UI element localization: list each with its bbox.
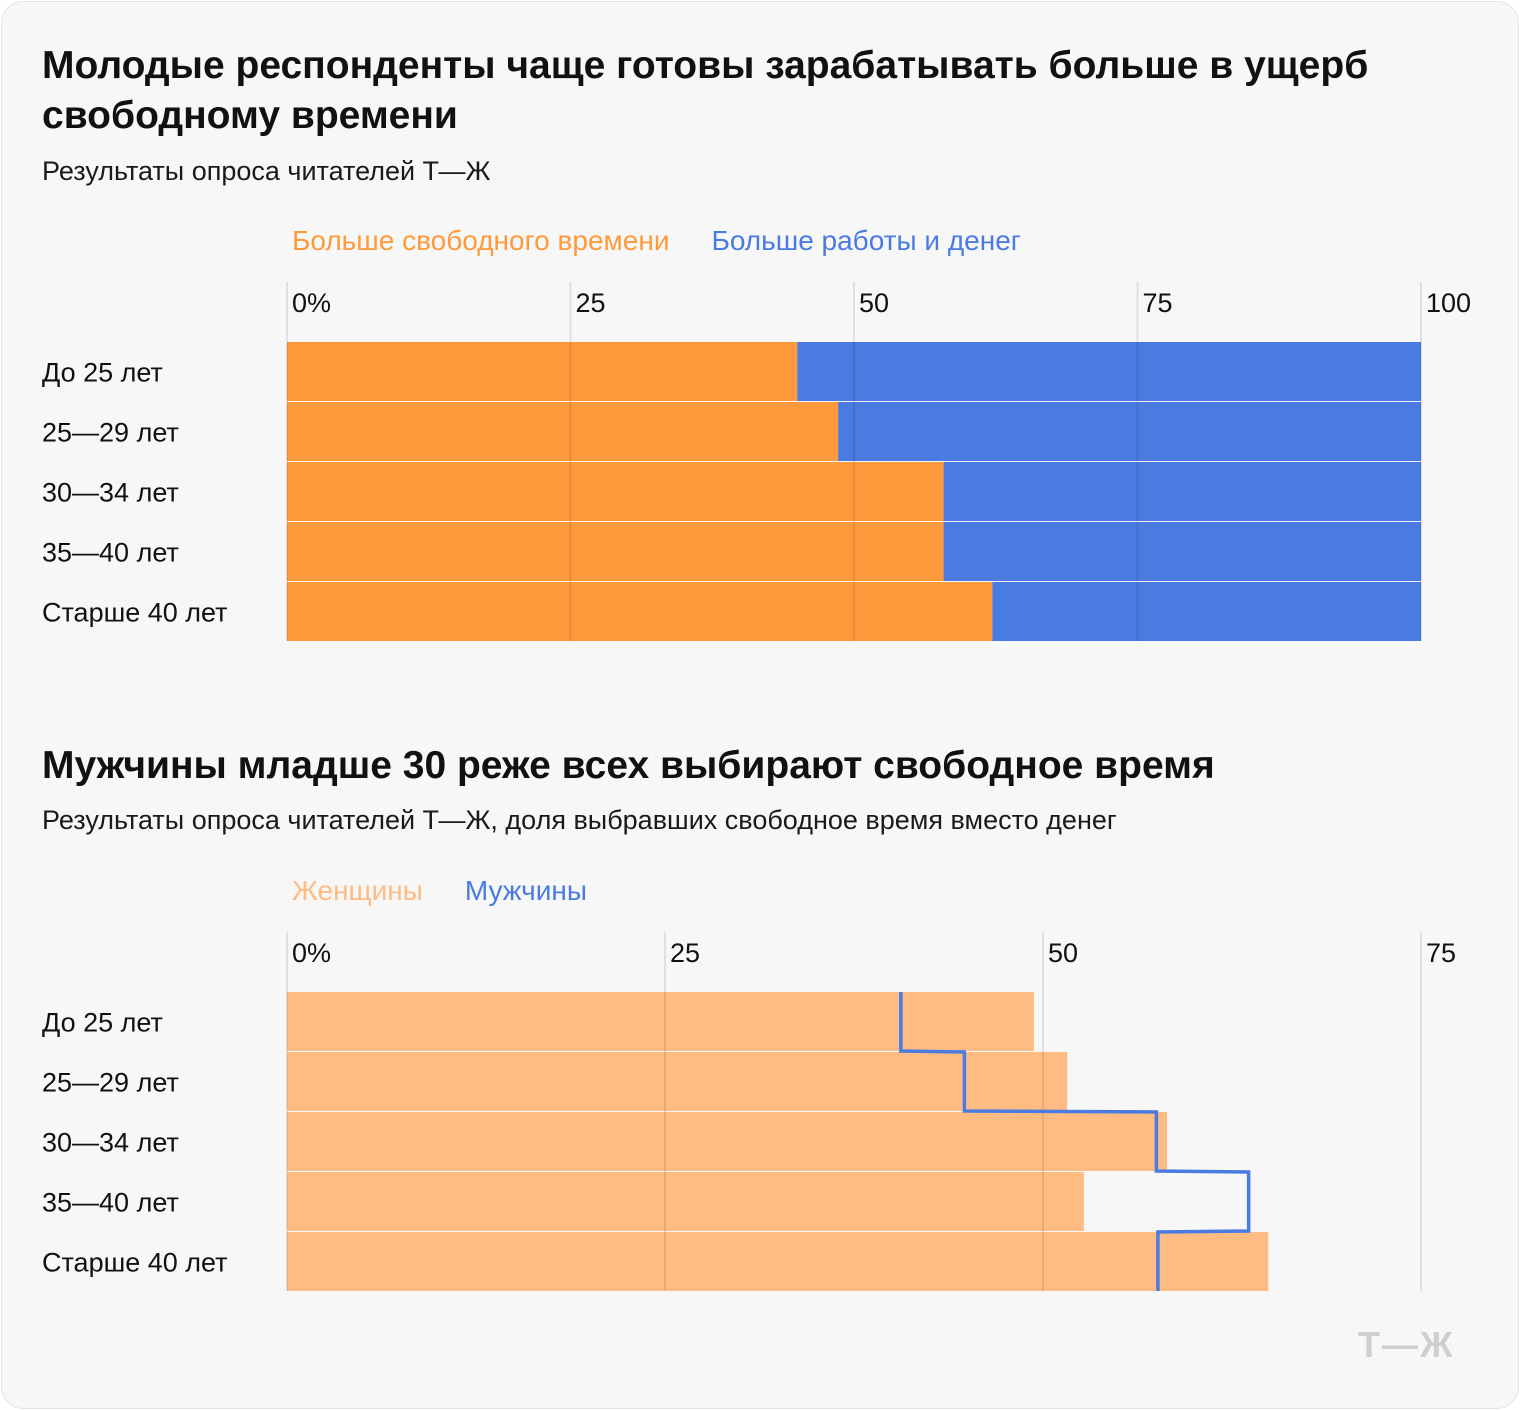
- chart2-bar-0-4: [287, 1232, 1269, 1291]
- tzh-logo: Т—Ж: [1358, 1324, 1455, 1365]
- chart2-tick-label-3: 75: [1426, 938, 1456, 968]
- chart2-tick-label-1: 25: [670, 938, 700, 968]
- chart1-bar-0-1: [287, 402, 839, 461]
- chart1-category-label-3: 35—40 лет: [42, 538, 179, 568]
- chart2-title: Мужчины младше 30 реже всех выбирают сво…: [42, 744, 1215, 787]
- chart1-bar-0-2: [287, 462, 944, 521]
- chart2-bar-0-2: [287, 1112, 1167, 1171]
- chart2-tick-label-0: 0%: [292, 938, 331, 968]
- chart2-tick-label-2: 50: [1048, 938, 1078, 968]
- chart1-tick-label-2: 50: [859, 288, 889, 318]
- chart2-svg: До 25 лет 25—29 лет 30—34 лет 35—40 лет Стар…: [42, 932, 1456, 1291]
- chart1-category-label-4: Старше 40 лет: [42, 598, 228, 628]
- chart1-category-label-1: 25—29 лет: [42, 418, 179, 448]
- chart1-bar-0-3: [287, 522, 944, 581]
- chart1-bar-1-1: [838, 402, 1421, 461]
- chart1-legend-item-free-time: Больше свободного времени: [292, 225, 670, 256]
- chart2-legend-item-men: Мужчины: [464, 875, 587, 906]
- chart2-category-label-4: Старше 40 лет: [42, 1248, 228, 1278]
- chart2-bar-0-1: [287, 1052, 1068, 1111]
- chart2-step-line-0: [899, 992, 1251, 1291]
- chart1-tick-label-1: 25: [576, 288, 606, 318]
- chart1-svg: До 25 лет 25—29 лет 30—34 лет 35—40 лет Стар…: [42, 282, 1471, 641]
- chart2-plot: До 25 лет 25—29 лет 30—34 лет 35—40 лет Стар…: [2, 932, 1520, 1312]
- chart1-tick-label-4: 100: [1426, 288, 1471, 318]
- chart1-legend: Больше свободного времени Больше работы …: [292, 224, 1021, 258]
- chart1-plot: До 25 лет 25—29 лет 30—34 лет 35—40 лет Стар…: [2, 282, 1520, 662]
- chart1-tick-label-3: 75: [1143, 288, 1173, 318]
- chart1-category-label-2: 30—34 лет: [42, 478, 179, 508]
- chart2-category-label-0: До 25 лет: [42, 1008, 163, 1038]
- chart2-legend-item-women: Женщины: [292, 875, 423, 906]
- chart2-category-label-2: 30—34 лет: [42, 1128, 179, 1158]
- chart1-bar-0-0: [287, 342, 798, 401]
- chart1-legend-item-work-money: Больше работы и денег: [711, 225, 1021, 256]
- chart2-bar-0-0: [287, 992, 1034, 1051]
- chart2-bar-0-3: [287, 1172, 1084, 1231]
- chart1-bar-0-4: [287, 582, 993, 641]
- chart2-subtitle: Результаты опроса читателей Т—Ж, доля вы…: [42, 805, 1117, 835]
- chart1-bar-1-4: [992, 582, 1421, 641]
- chart2-category-label-1: 25—29 лет: [42, 1068, 179, 1098]
- chart1-bar-1-2: [943, 462, 1421, 521]
- chart1-tick-label-0: 0%: [292, 288, 331, 318]
- chart1-subtitle: Результаты опроса читателей Т—Ж: [42, 156, 491, 186]
- chart1-category-label-0: До 25 лет: [42, 358, 163, 388]
- chart1-bar-1-0: [797, 342, 1421, 401]
- chart2-legend: Женщины Мужчины: [292, 874, 587, 908]
- chart1-bar-1-3: [943, 522, 1421, 581]
- chart1-title: Молодые респонденты чаще готовы зарабаты…: [42, 44, 1369, 137]
- chart2-category-label-3: 35—40 лет: [42, 1188, 179, 1218]
